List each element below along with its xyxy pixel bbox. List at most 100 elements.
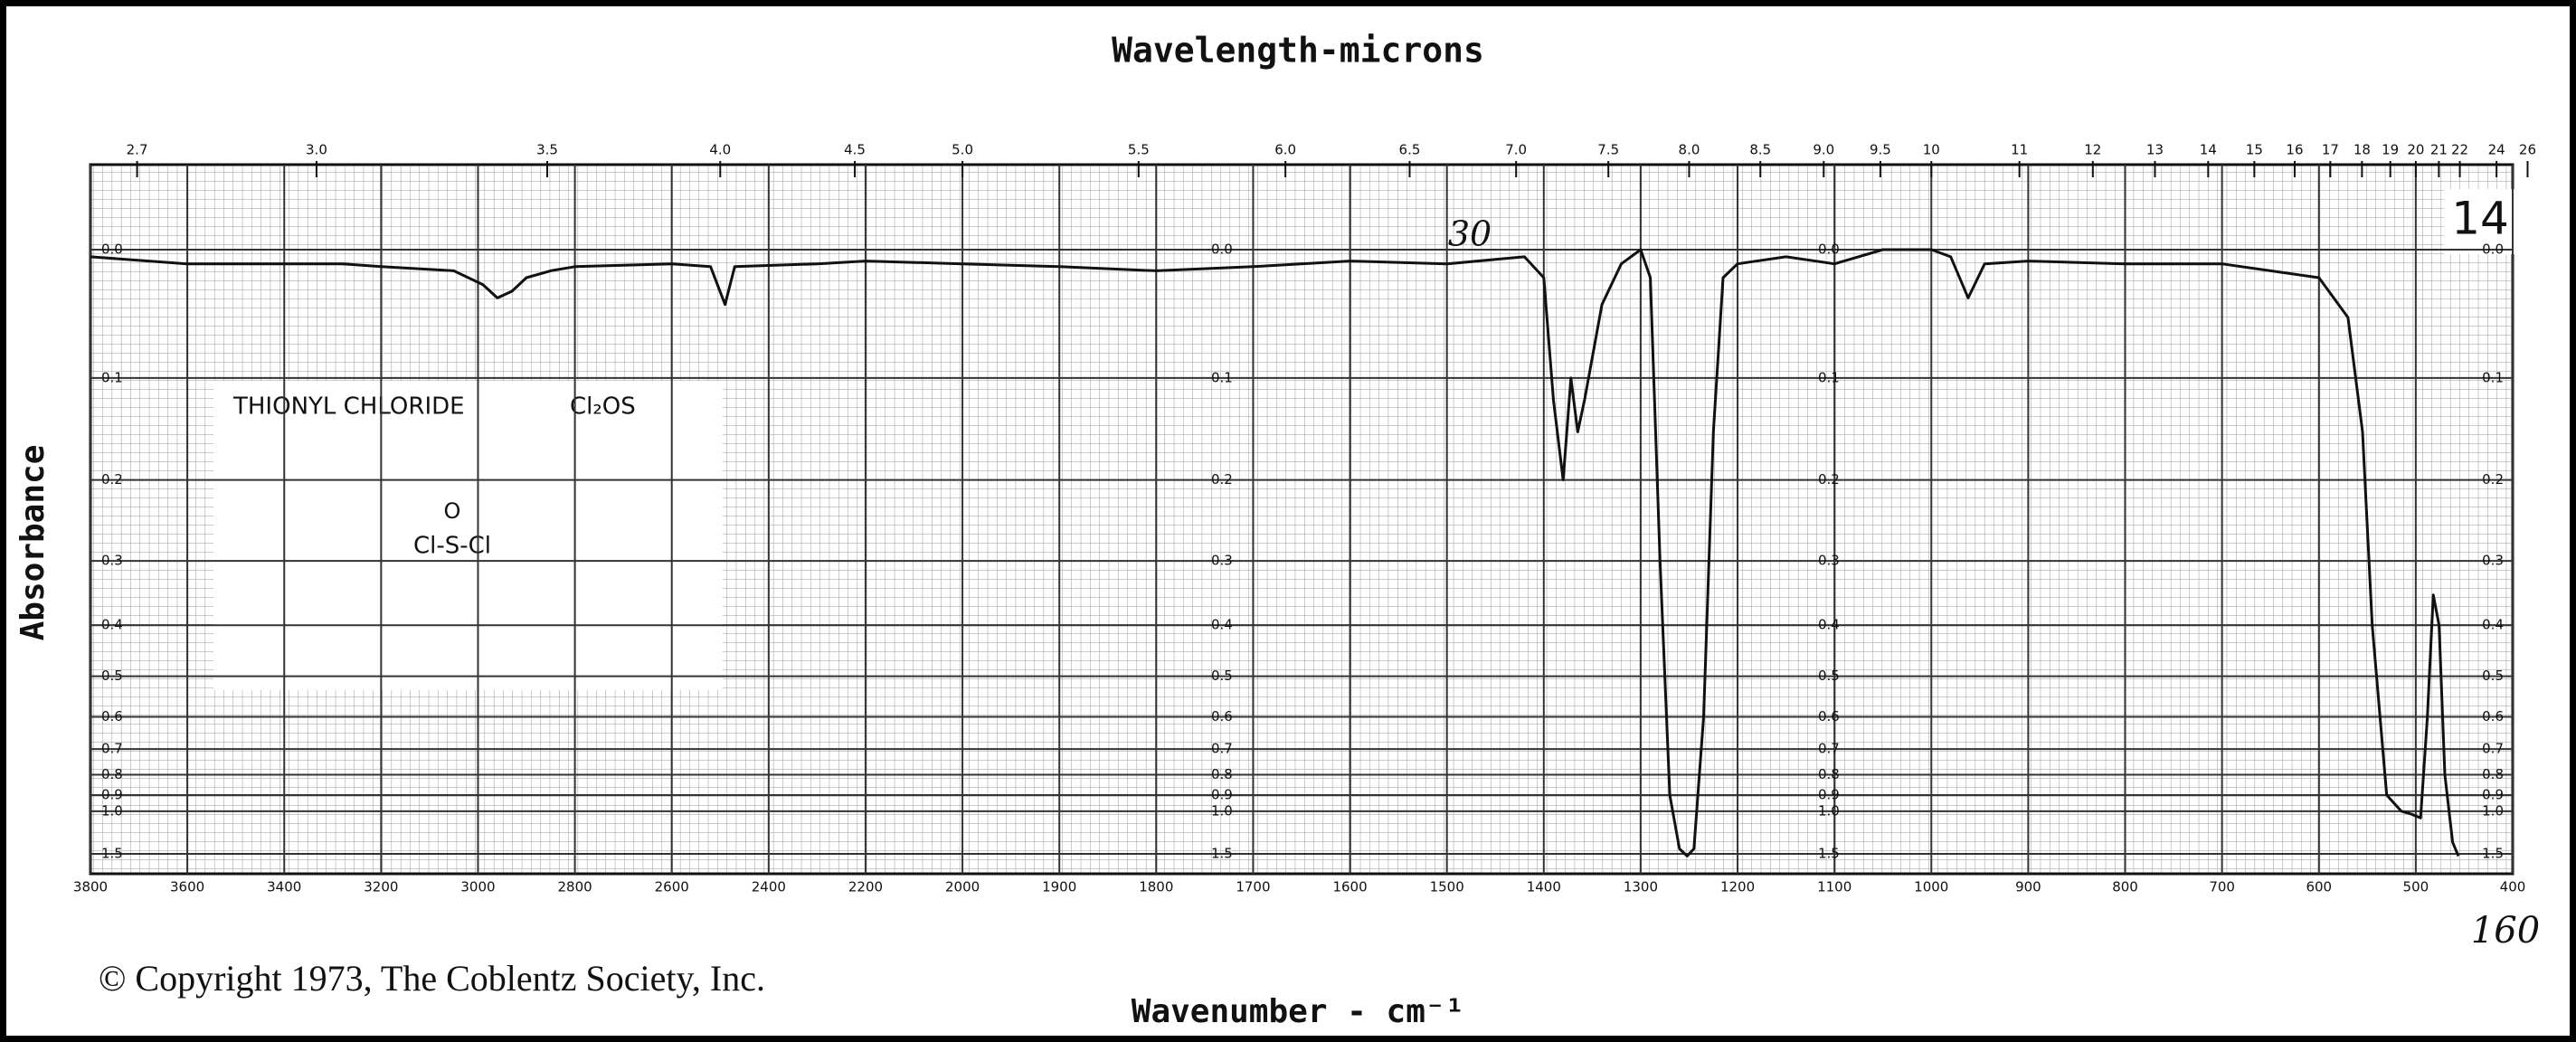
y-tick-label: 0.9 <box>101 786 123 802</box>
x-tick-label: 1400 <box>1527 879 1561 895</box>
x-tick-label: 500 <box>2403 879 2429 895</box>
x-tick-label: 1200 <box>1720 879 1755 895</box>
y-tick-label: 0.6 <box>1818 708 1840 725</box>
y-tick-label: 0.2 <box>1211 471 1233 488</box>
y-tick-label: 0.6 <box>2482 708 2504 725</box>
top-tick-label: 4.0 <box>709 142 731 158</box>
y-tick-label: 1.0 <box>1818 802 1840 819</box>
x-tick-label: 2800 <box>558 879 592 895</box>
x-tick-label: 2600 <box>655 879 689 895</box>
y-tick-label: 0.7 <box>1818 741 1840 757</box>
top-tick-label: 7.5 <box>1597 142 1619 158</box>
x-tick-label: 1600 <box>1332 879 1367 895</box>
x-tick-label: 600 <box>2306 879 2332 895</box>
x-tick-label: 1900 <box>1042 879 1076 895</box>
y-tick-label: 0.9 <box>2482 786 2504 802</box>
top-tick-label: 14 <box>2200 142 2217 158</box>
top-tick-label: 11 <box>2011 142 2028 158</box>
y-tick-label: 1.0 <box>1211 802 1233 819</box>
top-tick-label: 19 <box>2382 142 2399 158</box>
handwritten-note: 30 <box>1448 214 1492 254</box>
top-tick-label: 22 <box>2451 142 2468 158</box>
top-tick-label: 17 <box>2322 142 2339 158</box>
y-tick-label: 0.1 <box>1818 369 1840 385</box>
y-tick-label: 0.3 <box>101 553 123 569</box>
y-tick-label: 0.1 <box>2482 369 2504 385</box>
y-tick-label: 0.0 <box>1211 242 1233 258</box>
y-tick-label: 0.9 <box>1818 786 1840 802</box>
y-tick-label: 1.0 <box>2482 802 2504 819</box>
y-tick-label: 0.5 <box>2482 668 2504 684</box>
compound-box <box>213 381 723 690</box>
y-tick-label: 0.7 <box>1211 741 1233 757</box>
y-tick-label: 0.3 <box>1818 553 1840 569</box>
structure-main: Cl-S-Cl <box>413 533 491 560</box>
x-tick-label: 2200 <box>848 879 883 895</box>
x-tick-label: 2400 <box>752 879 786 895</box>
handwritten-note: 160 <box>2471 910 2540 952</box>
top-tick-label: 9.0 <box>1813 142 1834 158</box>
x-tick-label: 800 <box>2112 879 2138 895</box>
top-tick-label: 21 <box>2430 142 2448 158</box>
y-tick-label: 0.5 <box>1818 668 1840 684</box>
y-tick-label: 0.0 <box>1818 242 1840 258</box>
y-tick-label: 0.8 <box>1211 766 1233 782</box>
y-tick-label: 1.5 <box>101 846 123 862</box>
y-tick-label: 0.8 <box>101 766 123 782</box>
y-tick-label: 0.2 <box>1818 471 1840 488</box>
top-tick-label: 26 <box>2519 142 2536 158</box>
x-tick-label: 1500 <box>1430 879 1464 895</box>
x-tick-label: 3000 <box>460 879 495 895</box>
top-tick-label: 15 <box>2246 142 2263 158</box>
structure-top: O <box>444 498 461 524</box>
top-tick-label: 7.0 <box>1505 142 1527 158</box>
y-tick-label: 0.0 <box>2482 242 2504 258</box>
top-tick-label: 18 <box>2353 142 2371 158</box>
y-tick-label: 1.0 <box>101 802 123 819</box>
spectrum-number: 14 <box>2451 193 2509 245</box>
y-tick-label: 0.4 <box>2482 617 2504 633</box>
y-tick-label: 0.9 <box>1211 786 1233 802</box>
top-tick-label: 2.7 <box>127 142 148 158</box>
top-tick-label: 3.5 <box>536 142 558 158</box>
top-tick-label: 5.5 <box>1128 142 1150 158</box>
compound-name: THIONYL CHLORIDE <box>232 393 465 421</box>
top-tick-label: 8.0 <box>1679 142 1700 158</box>
y-tick-label: 0.8 <box>2482 766 2504 782</box>
y-tick-label: 0.5 <box>101 668 123 684</box>
top-tick-label: 6.0 <box>1274 142 1296 158</box>
x-axis-label: Wavenumber - cm⁻¹ <box>1132 993 1464 1030</box>
y-tick-label: 0.3 <box>2482 553 2504 569</box>
top-tick-label: 6.5 <box>1399 142 1421 158</box>
y-tick-label: 0.8 <box>1818 766 1840 782</box>
y-tick-label: 0.2 <box>101 471 123 488</box>
top-tick-label: 24 <box>2488 142 2505 158</box>
top-tick-label: 9.5 <box>1870 142 1891 158</box>
x-tick-label: 3600 <box>170 879 204 895</box>
copyright: © Copyright 1973, The Coblentz Society, … <box>99 958 765 999</box>
top-tick-label: 12 <box>2084 142 2101 158</box>
y-tick-label: 0.7 <box>2482 741 2504 757</box>
x-tick-label: 3400 <box>267 879 301 895</box>
y-tick-label: 0.1 <box>1211 369 1233 385</box>
y-axis-label: Absorbance <box>14 445 52 641</box>
y-tick-label: 0.5 <box>1211 668 1233 684</box>
x-tick-label: 3200 <box>364 879 398 895</box>
x-tick-label: 400 <box>2500 879 2526 895</box>
formula: Cl₂OS <box>570 393 636 421</box>
x-tick-label: 2000 <box>945 879 980 895</box>
y-tick-label: 0.6 <box>1211 708 1233 725</box>
x-tick-label: 1100 <box>1817 879 1852 895</box>
top-tick-label: 4.5 <box>844 142 866 158</box>
y-tick-label: 1.5 <box>1211 846 1233 862</box>
top-tick-label: 13 <box>2146 142 2164 158</box>
x-tick-label: 1800 <box>1139 879 1173 895</box>
y-tick-label: 0.6 <box>101 708 123 725</box>
top-tick-label: 5.0 <box>952 142 973 158</box>
x-tick-label: 1700 <box>1236 879 1270 895</box>
y-tick-label: 0.1 <box>101 369 123 385</box>
top-tick-label: 8.5 <box>1749 142 1771 158</box>
number-box <box>2444 189 2516 254</box>
y-tick-label: 0.4 <box>1211 617 1233 633</box>
